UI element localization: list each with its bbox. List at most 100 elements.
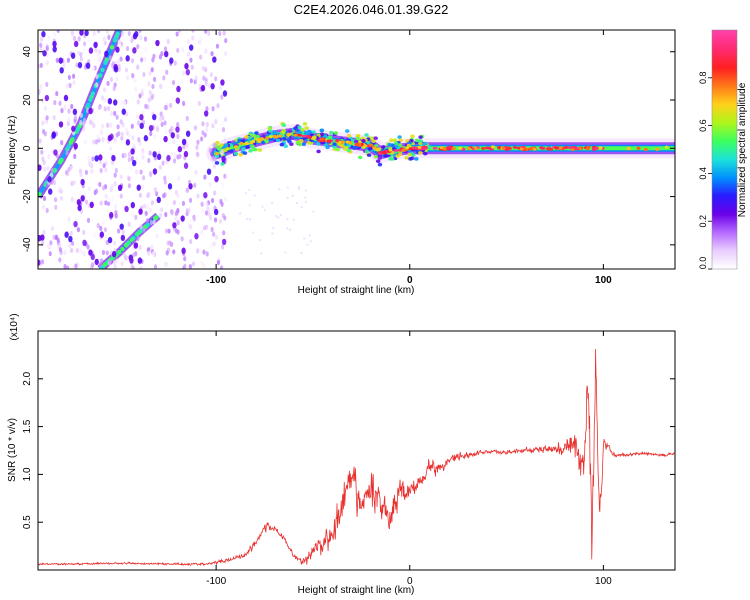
noise-blob <box>245 192 248 195</box>
noise-blob <box>212 56 217 63</box>
noise-blob <box>207 82 211 88</box>
colorbar-segment <box>712 147 737 151</box>
tone-peak <box>523 147 528 151</box>
noise-blob <box>169 102 173 108</box>
tone-blob <box>346 148 351 153</box>
colorbar-segment <box>712 49 737 53</box>
noise-blob <box>136 43 140 50</box>
tone-blob <box>397 143 403 147</box>
noise-blob <box>155 233 159 239</box>
noise-blob <box>148 90 152 96</box>
tone-blob <box>367 147 373 151</box>
noise-blob <box>77 204 82 212</box>
noise-blob <box>55 57 59 63</box>
noise-blob <box>164 129 168 135</box>
noise-blob <box>202 75 206 81</box>
noise-blob <box>52 114 56 121</box>
noise-blob <box>208 147 212 154</box>
noise-blob <box>98 181 102 188</box>
noise-blob <box>189 57 193 63</box>
tone-blob <box>251 133 257 138</box>
noise-blob <box>88 107 93 115</box>
noise-blob <box>152 168 158 175</box>
noise-blob <box>151 57 155 63</box>
noise-blob <box>97 30 101 34</box>
noise-blob <box>130 201 136 209</box>
snr-x-tick-label: 100 <box>595 576 612 587</box>
noise-blob <box>119 193 123 199</box>
tone-blob <box>252 147 257 152</box>
tone-blob <box>352 146 357 150</box>
tone-blob <box>297 125 302 130</box>
noise-blob <box>183 162 189 169</box>
tone-blob <box>316 142 321 146</box>
noise-blob <box>180 215 185 222</box>
noise-blob <box>216 103 220 109</box>
noise-blob <box>73 114 78 120</box>
noise-blob <box>121 108 126 115</box>
spectrogram-y-tick-label: 20 <box>22 94 33 106</box>
noise-blob <box>211 106 215 112</box>
noise-blob <box>94 188 99 194</box>
tone-peak <box>655 147 660 151</box>
noise-blob <box>214 76 218 82</box>
noise-blob <box>168 240 172 246</box>
noise-blob <box>196 248 200 254</box>
colorbar-segment <box>712 245 737 248</box>
noise-blob <box>66 265 70 269</box>
colorbar-segment <box>712 229 737 232</box>
noise-blob <box>38 164 42 171</box>
colorbar-segment <box>712 167 737 171</box>
noise-blob <box>70 247 74 254</box>
tone-blob <box>294 128 299 132</box>
noise-blob <box>90 253 95 261</box>
noise-blob <box>40 149 44 155</box>
noise-blob <box>50 127 54 133</box>
noise-blob <box>120 131 124 137</box>
noise-blob <box>52 31 57 38</box>
noise-blob <box>56 30 60 33</box>
noise-blob <box>119 56 123 62</box>
noise-blob <box>163 46 168 52</box>
noise-blob <box>166 154 171 162</box>
colorbar-segment <box>712 127 737 131</box>
noise-blob <box>100 128 104 134</box>
tone-blob <box>319 132 325 137</box>
tone-blob <box>346 134 352 138</box>
tone-peak <box>567 146 573 150</box>
snr-frame <box>37 330 676 571</box>
tone-blob <box>312 135 317 140</box>
noise-blob <box>207 211 211 217</box>
noise-blob <box>206 168 212 175</box>
noise-blob <box>156 126 160 132</box>
noise-blob <box>187 51 191 57</box>
noise-blob <box>182 144 186 150</box>
noise-blob <box>188 183 193 190</box>
colorbar-gradient <box>712 30 737 270</box>
noise-blob <box>145 204 149 210</box>
noise-blob <box>124 205 129 213</box>
noise-blob <box>143 56 147 62</box>
noise-blob <box>182 70 186 76</box>
colorbar-tick-label: 0.0 <box>698 257 708 270</box>
noise-blob <box>216 259 221 266</box>
colorbar-segment <box>712 203 737 206</box>
colorbar-segment <box>712 199 737 202</box>
noise-blob <box>222 30 226 36</box>
noise-blob <box>58 242 62 248</box>
noise-blob <box>54 204 58 210</box>
noise-blob <box>211 123 215 129</box>
noise-blob <box>115 114 119 120</box>
noise-blob <box>197 100 201 106</box>
noise-blob <box>156 153 162 161</box>
tone-peak <box>372 146 377 150</box>
noise-blob <box>50 225 55 232</box>
noise-blob <box>44 94 50 102</box>
spectrogram-x-tick-label: 0 <box>407 275 413 286</box>
colorbar-segment <box>712 99 737 103</box>
tone-blob <box>423 151 428 156</box>
noise-blob <box>84 30 89 37</box>
colorbar-segment <box>712 217 737 220</box>
tone-peak <box>258 137 263 141</box>
noise-blob <box>114 213 118 219</box>
